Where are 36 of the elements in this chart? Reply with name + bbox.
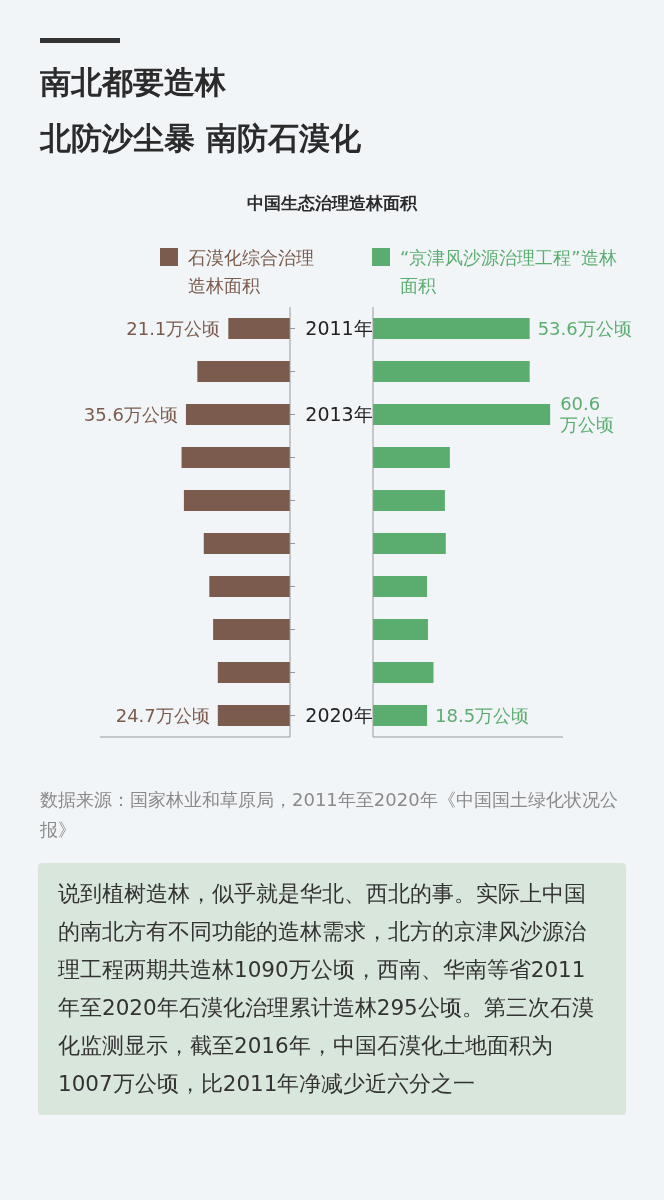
- data-label: 18.5万公顷: [435, 704, 530, 726]
- text: 说到植树造林，似乎就是华北、西北的事。实际上中国的南北方有不同功能的造林需求，北方的京津风沙源治理工程两期共造林1090万公顷，西南、华南等省2011年至2020年石漠化治理累计造林295公顷。第三次石漠化监测显示，截至2016年，中国石漠化土地面积为1007万公顷，比2011年净减少近六分之一: [38, 863, 626, 1115]
- bar: [373, 490, 445, 511]
- y-tick-label: 2013年: [305, 403, 373, 426]
- bar: [209, 576, 290, 597]
- bar: [373, 576, 428, 597]
- bar: [373, 361, 530, 382]
- data-label: 35.6万公顷: [83, 403, 178, 425]
- bar: [373, 662, 434, 683]
- bar: [203, 533, 290, 554]
- data-label: 53.6万公顷: [537, 317, 632, 339]
- bar: [228, 318, 290, 339]
- legend-label: “京津风沙源治理工程”造林面积: [400, 246, 618, 298]
- y-tick-label: 2011年: [305, 317, 373, 340]
- bar: [197, 361, 290, 382]
- y-tick-label: 2020年: [305, 704, 373, 727]
- data-label: 24.7万公顷: [115, 704, 210, 726]
- bar: [373, 619, 428, 640]
- bar: [183, 490, 290, 511]
- bar: [373, 705, 428, 726]
- bar: [181, 447, 290, 468]
- bar: [373, 404, 551, 425]
- bar: [373, 533, 446, 554]
- text: 北防沙尘暴 南防石漠化: [40, 119, 361, 158]
- bar: [373, 318, 530, 339]
- bar: [213, 619, 290, 640]
- bar: [217, 662, 290, 683]
- data-label: 60.6万公顷: [560, 393, 615, 435]
- legend-label: 石漠化综合治理造林面积: [188, 246, 315, 298]
- bar: [185, 404, 290, 425]
- bar: [217, 705, 290, 726]
- source-note: 数据来源：国家林业和草原局，2011年至2020年《中国国土绿化状况公报》: [40, 788, 619, 842]
- bar: [373, 447, 450, 468]
- text: 南北都要造林: [40, 63, 226, 102]
- text: 中国生态治理造林面积: [246, 192, 419, 215]
- data-label: 21.1万公顷: [126, 317, 221, 339]
